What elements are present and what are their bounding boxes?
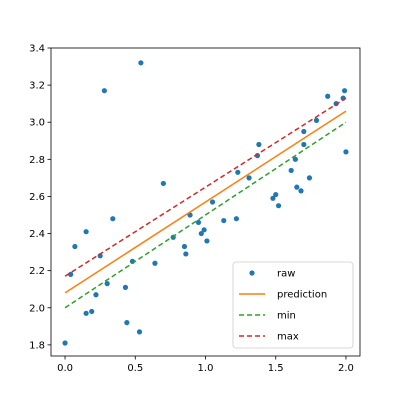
- data-point-raw: [273, 191, 279, 198]
- data-point-raw: [101, 88, 107, 94]
- x-tick-label: 1.5: [268, 363, 284, 374]
- data-point-raw: [83, 229, 89, 235]
- data-point-raw: [235, 169, 241, 175]
- data-point-raw: [104, 281, 110, 287]
- data-point-raw: [89, 308, 95, 315]
- data-point-raw: [183, 251, 189, 257]
- data-point-raw: [198, 230, 204, 237]
- data-point-raw: [256, 141, 262, 148]
- data-point-raw: [204, 238, 210, 244]
- data-point-raw: [301, 128, 307, 135]
- data-point-raw: [152, 260, 158, 266]
- data-point-raw: [124, 320, 130, 326]
- legend-label-raw: raw: [277, 269, 295, 280]
- data-point-raw: [93, 292, 99, 298]
- data-point-raw: [83, 310, 89, 316]
- data-point-raw: [136, 329, 143, 335]
- y-tick-label: 3.4: [29, 44, 45, 55]
- data-point-raw: [294, 184, 300, 190]
- data-point-raw: [160, 180, 166, 187]
- legend-label-max: max: [277, 332, 299, 343]
- y-tick-label: 2.0: [29, 303, 45, 314]
- data-point-raw: [221, 217, 227, 224]
- axes: 0.0 0.5 1.0 1.5 2.0 1.8 2.0 2.2 2.4 2.6 2.8 3.0 3.2 3…: [29, 44, 361, 374]
- plot-area: [62, 60, 349, 346]
- data-point-raw: [195, 219, 202, 226]
- legend: raw prediction min max: [232, 261, 354, 349]
- data-point-raw: [288, 167, 294, 174]
- data-point-raw: [325, 93, 331, 99]
- data-point-raw: [270, 195, 276, 201]
- x-tick-label: 1.0: [198, 363, 214, 374]
- data-point-raw: [301, 141, 307, 148]
- y-tick-label: 2.4: [29, 229, 45, 240]
- data-point-raw: [110, 216, 116, 222]
- data-point-raw: [246, 175, 252, 181]
- data-point-raw: [72, 243, 78, 250]
- data-point-raw: [341, 88, 348, 94]
- series-line-min: [64, 121, 347, 309]
- x-tick-label: 0.5: [127, 363, 143, 374]
- y-tick-label: 1.8: [29, 340, 45, 351]
- data-point-raw: [122, 284, 129, 290]
- y-tick-label: 2.6: [29, 192, 45, 203]
- data-point-raw: [313, 117, 320, 123]
- legend-label-min: min: [277, 311, 296, 322]
- series-line-prediction: [64, 110, 347, 294]
- data-point-raw: [343, 149, 349, 155]
- data-point-raw: [233, 216, 239, 222]
- data-point-raw: [138, 60, 144, 66]
- legend-marker-raw: [249, 270, 255, 276]
- data-point-raw: [201, 227, 207, 233]
- legend-box: [232, 261, 354, 349]
- y-tick-label: 3.0: [29, 118, 45, 129]
- data-point-raw: [306, 175, 313, 181]
- legend-label-prediction: prediction: [277, 290, 327, 301]
- y-tick-label: 2.2: [29, 266, 45, 277]
- data-point-raw: [298, 188, 304, 194]
- x-tick-label: 0.0: [57, 363, 73, 374]
- data-point-raw: [292, 156, 298, 162]
- data-point-raw: [68, 271, 74, 277]
- x-tick-label: 2.0: [338, 363, 354, 374]
- y-tick-label: 3.2: [29, 81, 45, 92]
- data-point-raw: [62, 340, 68, 346]
- y-tick-label: 2.8: [29, 155, 45, 166]
- data-point-raw: [275, 203, 282, 209]
- data-point-raw: [181, 243, 188, 250]
- data-point-raw: [209, 199, 216, 205]
